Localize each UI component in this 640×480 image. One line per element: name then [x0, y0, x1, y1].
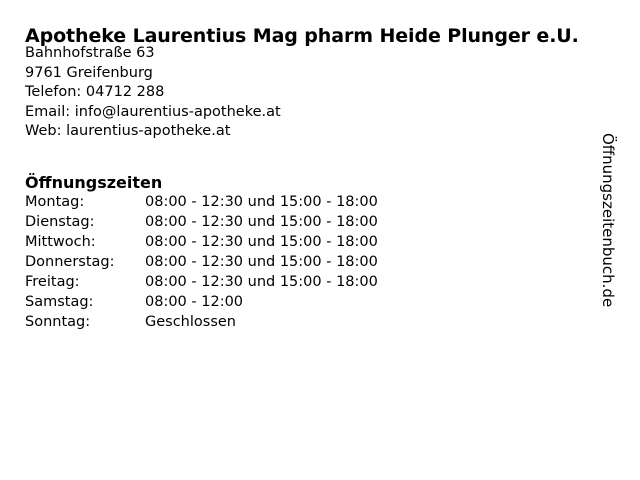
day-label: Samstag:	[25, 294, 94, 310]
day-label: Donnerstag:	[25, 254, 115, 270]
day-label: Sonntag:	[25, 314, 91, 330]
day-label: Mittwoch:	[25, 234, 96, 250]
opening-hours-table: Montag: 08:00 - 12:30 und 15:00 - 18:00 …	[25, 192, 378, 332]
day-hours: 08:00 - 12:30 und 15:00 - 18:00	[145, 194, 378, 210]
table-row: Samstag: 08:00 - 12:00	[25, 292, 378, 312]
address-street: Bahnhofstraße 63	[25, 45, 155, 61]
day-label: Dienstag:	[25, 214, 95, 230]
site-watermark: Öffnungszeitenbuch.de	[599, 133, 617, 308]
day-hours: 08:00 - 12:30 und 15:00 - 18:00	[145, 254, 378, 270]
day-hours: 08:00 - 12:30 und 15:00 - 18:00	[145, 234, 378, 250]
table-row: Donnerstag: 08:00 - 12:30 und 15:00 - 18…	[25, 252, 378, 272]
address-email: Email: info@laurentius-apotheke.at	[25, 103, 281, 120]
address-web: Web: laurentius-apotheke.at	[25, 123, 231, 139]
day-hours: 08:00 - 12:30 und 15:00 - 18:00	[145, 214, 378, 230]
table-row: Dienstag: 08:00 - 12:30 und 15:00 - 18:0…	[25, 212, 378, 232]
day-label: Freitag:	[25, 274, 80, 290]
address-phone: Telefon: 04712 288	[25, 84, 165, 100]
opening-hours-table-body: Montag: 08:00 - 12:30 und 15:00 - 18:00 …	[25, 192, 378, 332]
day-hours: 08:00 - 12:30 und 15:00 - 18:00	[145, 274, 378, 290]
table-row: Freitag: 08:00 - 12:30 und 15:00 - 18:00	[25, 272, 378, 292]
day-label: Montag:	[25, 194, 85, 210]
table-row: Montag: 08:00 - 12:30 und 15:00 - 18:00	[25, 192, 378, 212]
table-row: Mittwoch: 08:00 - 12:30 und 15:00 - 18:0…	[25, 232, 378, 252]
day-hours: Geschlossen	[145, 314, 236, 330]
day-hours: 08:00 - 12:00	[145, 294, 244, 310]
table-row: Sonntag: Geschlossen	[25, 312, 378, 332]
address-city: 9761 Greifenburg	[25, 64, 153, 81]
opening-hours-heading: Öffnungszeiten	[25, 173, 163, 193]
page-title: Apotheke Laurentius Mag pharm Heide Plun…	[25, 24, 579, 47]
address-block: Bahnhofstraße 63 9761 Greifenburg Telefo…	[25, 44, 281, 142]
